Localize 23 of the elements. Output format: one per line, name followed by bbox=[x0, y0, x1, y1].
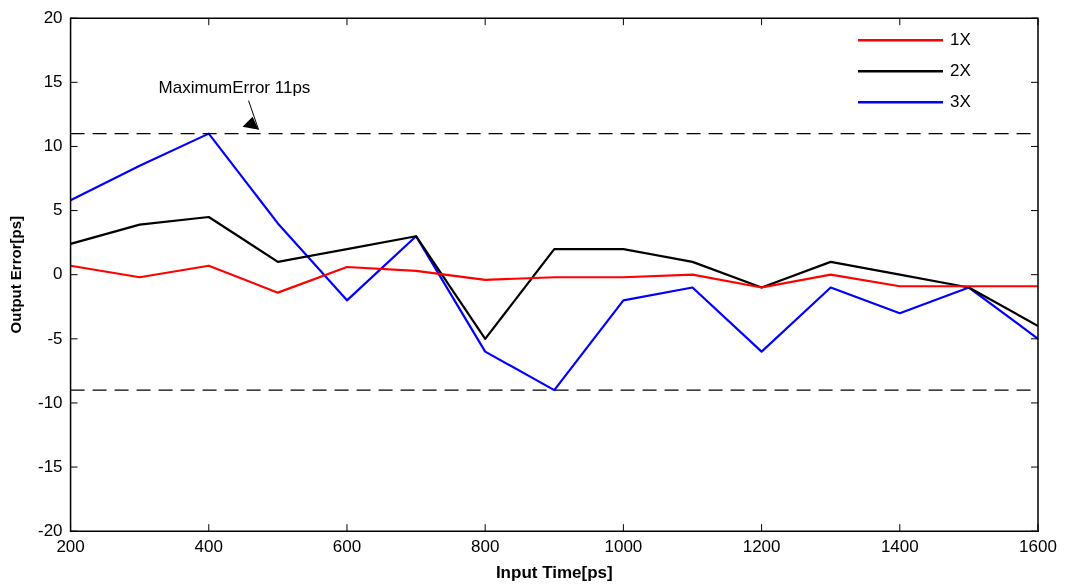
ref-line-label: MaximumError 11ps bbox=[158, 78, 311, 98]
legend-label: 2X bbox=[950, 60, 971, 80]
y-tick-label: 10 bbox=[43, 136, 63, 156]
x-tick-label: 1400 bbox=[880, 537, 919, 557]
x-tick-label: 1200 bbox=[742, 537, 781, 557]
y-tick-label: 5 bbox=[53, 200, 63, 220]
x-axis-title: Input Time[ps] bbox=[495, 563, 613, 583]
y-tick-label: -20 bbox=[37, 520, 63, 540]
x-tick-label: 1000 bbox=[604, 537, 643, 557]
y-tick-label: 20 bbox=[43, 7, 63, 27]
x-tick-label: 600 bbox=[332, 537, 362, 557]
y-axis-title: Output Error[ps] bbox=[7, 215, 25, 334]
x-tick-label: 400 bbox=[194, 537, 223, 557]
y-tick-label: 15 bbox=[43, 72, 63, 92]
y-tick-label: -10 bbox=[37, 392, 63, 412]
x-tick-label: 1600 bbox=[1019, 537, 1057, 557]
x-tick-label: 800 bbox=[471, 537, 500, 557]
y-tick-label: 0 bbox=[53, 264, 63, 284]
y-tick-label: -15 bbox=[37, 456, 63, 476]
y-tick-label: -5 bbox=[47, 328, 63, 348]
legend-label: 3X bbox=[950, 91, 971, 111]
x-tick-label: 200 bbox=[56, 537, 85, 557]
legend-label: 1X bbox=[950, 29, 971, 49]
